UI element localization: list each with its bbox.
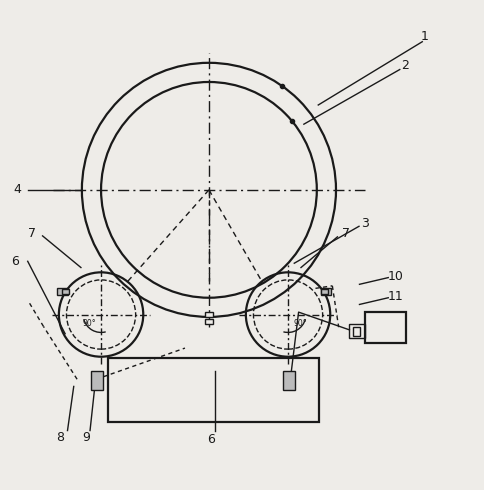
Text: 6: 6 bbox=[207, 433, 215, 446]
Text: 90°: 90° bbox=[82, 319, 96, 328]
FancyBboxPatch shape bbox=[62, 289, 69, 294]
Text: 2: 2 bbox=[401, 59, 408, 72]
Bar bbox=[352, 327, 359, 336]
Text: 8: 8 bbox=[56, 431, 64, 444]
Text: 9: 9 bbox=[83, 431, 91, 444]
Text: 3: 3 bbox=[360, 217, 368, 230]
Text: 90°: 90° bbox=[292, 319, 306, 328]
Bar bbox=[204, 319, 213, 324]
FancyBboxPatch shape bbox=[57, 289, 68, 295]
Bar bbox=[282, 371, 295, 390]
Text: 11: 11 bbox=[387, 290, 403, 303]
Text: 1: 1 bbox=[420, 30, 428, 43]
Text: 4: 4 bbox=[13, 183, 21, 196]
Bar bbox=[204, 312, 213, 317]
Bar bbox=[108, 358, 318, 422]
Bar bbox=[91, 371, 103, 390]
Text: 6: 6 bbox=[11, 255, 19, 269]
Bar bbox=[364, 312, 405, 343]
FancyBboxPatch shape bbox=[320, 289, 331, 295]
Text: 7: 7 bbox=[341, 226, 349, 240]
Bar bbox=[348, 324, 364, 338]
Text: 10: 10 bbox=[387, 270, 403, 283]
Text: 7: 7 bbox=[28, 226, 35, 240]
FancyBboxPatch shape bbox=[320, 289, 328, 294]
